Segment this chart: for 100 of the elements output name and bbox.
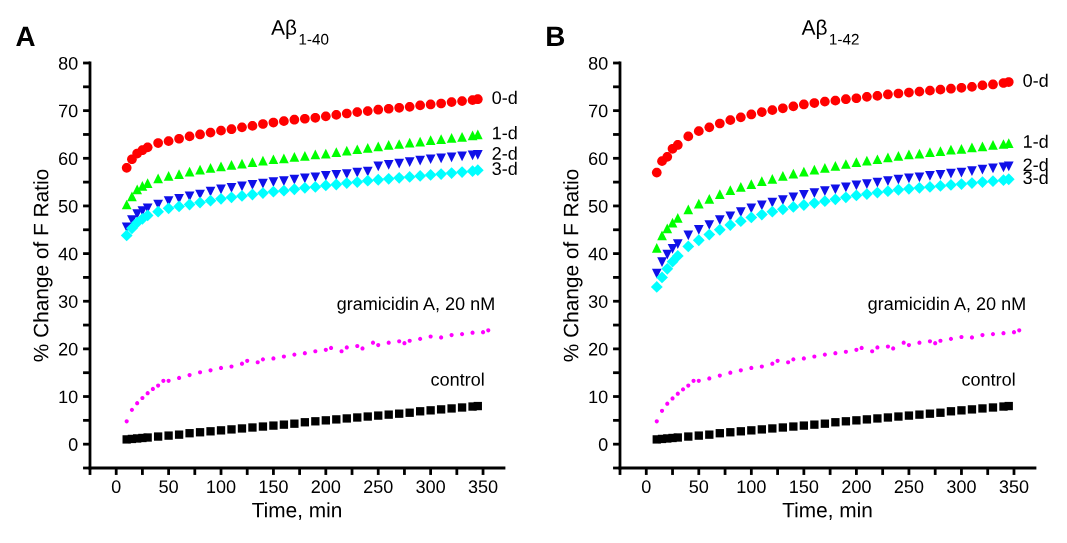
point <box>268 177 279 187</box>
point <box>415 155 426 166</box>
point <box>226 124 237 135</box>
point <box>704 193 715 204</box>
point <box>436 98 446 109</box>
point <box>331 110 342 120</box>
point <box>665 401 670 406</box>
point <box>831 418 840 427</box>
point <box>651 167 662 178</box>
point <box>799 421 809 430</box>
point <box>1004 401 1013 411</box>
point <box>205 186 216 197</box>
point <box>956 167 967 178</box>
point <box>715 429 724 438</box>
point <box>957 406 966 415</box>
x-tick-label: 0 <box>641 480 651 494</box>
point <box>829 193 842 206</box>
point <box>936 408 945 417</box>
point <box>717 373 722 378</box>
point <box>206 427 215 436</box>
point <box>770 361 775 366</box>
point <box>990 332 996 337</box>
point <box>775 358 780 363</box>
point <box>184 131 195 142</box>
point <box>372 173 385 186</box>
point <box>927 339 933 344</box>
point <box>300 151 310 161</box>
point <box>914 172 925 183</box>
x-tick-label: 250 <box>894 480 924 494</box>
point <box>672 239 683 249</box>
point <box>145 391 150 396</box>
point <box>725 115 736 126</box>
point <box>226 182 237 193</box>
point <box>402 341 407 346</box>
point <box>777 171 788 181</box>
point <box>988 79 998 90</box>
point <box>841 159 851 169</box>
point <box>967 142 977 153</box>
point <box>956 143 967 154</box>
point <box>893 151 904 161</box>
point <box>861 188 873 200</box>
point <box>140 395 145 401</box>
point <box>767 173 778 184</box>
point <box>425 154 436 165</box>
point <box>459 332 465 337</box>
x-tick-label: 150 <box>259 480 288 494</box>
x-tick-label: 100 <box>737 480 766 494</box>
point <box>862 155 872 166</box>
point <box>841 182 851 193</box>
point <box>851 157 862 167</box>
point <box>651 268 662 279</box>
point <box>925 147 935 157</box>
x-tick-label: 50 <box>159 480 178 494</box>
point <box>156 383 161 388</box>
point <box>300 113 310 124</box>
point <box>194 196 206 209</box>
point <box>893 88 904 99</box>
point <box>415 100 426 111</box>
point <box>239 361 245 366</box>
point <box>672 140 683 150</box>
point <box>755 208 768 221</box>
point <box>204 194 217 207</box>
y-tick-label: 80 <box>588 56 608 70</box>
x-tick-label: 50 <box>689 480 709 494</box>
point <box>693 224 704 235</box>
point <box>394 102 405 113</box>
point <box>404 101 415 112</box>
point <box>904 149 914 160</box>
point <box>426 406 435 415</box>
point <box>883 89 893 100</box>
point <box>705 430 714 439</box>
point <box>657 257 667 268</box>
point <box>851 180 862 191</box>
point <box>258 178 268 189</box>
y-tick-label: 10 <box>589 390 608 404</box>
point <box>661 262 674 275</box>
y-tick-label: 10 <box>59 390 78 404</box>
point <box>820 186 830 197</box>
point <box>749 365 754 371</box>
point <box>120 229 133 242</box>
point <box>197 370 203 375</box>
point <box>355 343 360 349</box>
point <box>205 127 216 138</box>
point <box>693 198 704 209</box>
point <box>260 357 266 362</box>
point <box>446 97 457 107</box>
point <box>904 173 914 184</box>
y-tick-label: 40 <box>588 247 608 261</box>
x-tick-label: 350 <box>999 480 1029 494</box>
point <box>777 195 788 206</box>
y-tick-label: 80 <box>58 56 78 70</box>
point <box>321 416 330 425</box>
point <box>436 405 446 414</box>
point <box>843 349 848 354</box>
point <box>925 409 935 418</box>
point <box>340 177 353 189</box>
y-tick-label: 50 <box>588 199 608 213</box>
point <box>808 197 821 209</box>
point <box>650 281 663 293</box>
point <box>682 240 695 253</box>
